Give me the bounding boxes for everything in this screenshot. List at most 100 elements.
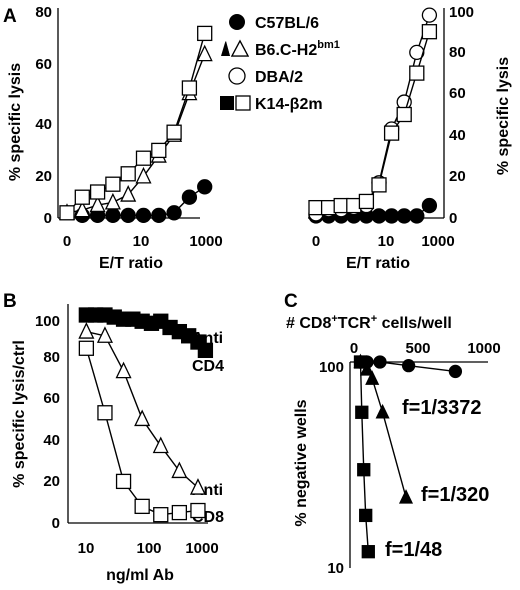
panel-c-x-label: # CD8+TCR+ cells/well	[286, 313, 452, 332]
panel-b-x-tick-10: 10	[78, 540, 95, 557]
legend-item-c57bl6: C57BL/6	[229, 14, 319, 32]
b-series-1-point-0	[78, 322, 95, 339]
a-right-series-2-point-0	[308, 199, 324, 216]
legend-label-dba2: DBA/2	[255, 69, 303, 86]
panel-a-right-y-tick-60: 60	[449, 85, 466, 102]
panel-c-x-label-cd8: # CD8	[286, 315, 331, 332]
legend-item-b6c: B6.C-H2bm1	[221, 39, 340, 59]
a-right-series-2-point-1	[320, 199, 337, 216]
a-series-1-point-4	[120, 185, 137, 202]
a-right-series-1-point-9	[421, 7, 438, 23]
b-series-0-point-13	[197, 342, 214, 359]
panel-a-y-tick-20: 20	[35, 168, 52, 185]
a-series-2-point-6	[151, 142, 167, 159]
panel-a-right-x-tick-0: 0	[312, 233, 320, 250]
c-series-1-point-1	[359, 361, 375, 376]
b-series-1-point-4	[152, 436, 169, 454]
legend-item-k14: K14-β2m	[220, 95, 323, 113]
a-series-0-point-8	[197, 179, 213, 195]
panel-a-right-y-tick-0: 0	[449, 210, 457, 227]
panel-a-right-y-label: % specific lysis	[495, 57, 512, 175]
panel-b-y-tick-20: 20	[43, 473, 60, 490]
panel-label-b: B	[3, 291, 17, 312]
c-series-1-point-3	[375, 403, 390, 419]
legend-label-k14: K14-β2m	[255, 96, 323, 113]
a-right-series-2-point-5	[371, 177, 387, 193]
legend-marker-dba2	[228, 67, 246, 85]
legend-item-dba2: DBA/2	[228, 67, 303, 86]
a-right-series-2-point-2	[333, 197, 349, 214]
panel-c-x-label-tcr: TCR	[338, 315, 371, 332]
a-series-2-point-1	[74, 189, 90, 205]
a-right-series-2-point-3	[346, 197, 362, 214]
c-series-0-point-4	[448, 364, 463, 379]
b-series-2-point-3	[134, 498, 150, 515]
panel-a-x-tick-1000: 1000	[189, 233, 222, 250]
legend-label-c57bl6: C57BL/6	[255, 15, 319, 32]
panel-c-x-label-sup1: +	[331, 313, 337, 325]
a-series-1-point-9	[196, 44, 213, 62]
panel-b-x-label: ng/ml Ab	[106, 567, 174, 584]
a-right-series-2-point-4	[358, 193, 375, 210]
panel-a-right-x-ticks: 0 10 1000	[312, 233, 455, 250]
a-series-1-point-2	[89, 195, 106, 213]
legend-marker-c57bl6	[229, 14, 245, 30]
panel-a-x-tick-0: 0	[63, 233, 71, 250]
c-series-2-point-0	[353, 355, 368, 369]
panel-a-right-y-tick-80: 80	[449, 44, 466, 61]
panel-c-f-48: f=1/48	[385, 539, 442, 561]
panel-a-right-x-tick-1000: 1000	[421, 233, 454, 250]
b-series-2-point-2	[115, 473, 132, 490]
a-right-series-2-point-8	[409, 65, 425, 81]
b-series-2-point-1	[97, 405, 113, 421]
a-right-series-2-point-6	[383, 125, 400, 141]
panel-a-plot	[58, 25, 213, 224]
a-right-series-0-point-8	[409, 208, 425, 224]
panel-b-axes	[67, 304, 208, 524]
c-series-0-point-2	[373, 355, 387, 369]
panel-c-f-320: f=1/320	[421, 484, 489, 506]
c-series-0-point-3	[401, 359, 416, 373]
panel-a-right-y-ticks: 0 20 40 60 80 100	[449, 4, 474, 227]
panel-a-y-tick-0: 0	[44, 210, 52, 227]
panel-a-right-y-tick-100: 100	[449, 4, 474, 21]
b-series-2-point-5	[171, 504, 188, 521]
panel-a-y-tick-80: 80	[35, 4, 52, 21]
c-series-2-point-3	[359, 508, 373, 523]
panel-c-x-ticks: 0 500 1000	[350, 340, 501, 357]
panel-a-x-ticks: 0 10 1000	[63, 233, 223, 250]
legend-marker-k14-filled	[220, 96, 234, 110]
panel-b-x-tick-1000: 1000	[185, 540, 218, 557]
b-series-2-line	[85, 348, 199, 516]
panel-b-y-tick-40: 40	[43, 432, 60, 449]
a-series-2-point-9	[197, 25, 213, 42]
panel-c-x-label-suffix: cells/well	[377, 315, 452, 332]
a-series-0-point-2	[105, 207, 121, 224]
a-series-1-point-3	[104, 192, 121, 210]
a-series-0-point-7	[181, 189, 198, 205]
panel-b-y-label: % specific lysis/ctrl	[11, 340, 28, 488]
panel-a-right-y-tick-20: 20	[449, 168, 466, 185]
panel-c-axes	[349, 361, 488, 568]
a-right-series-0-point-9	[421, 197, 438, 214]
panel-c-y-label: % negative wells	[293, 399, 310, 526]
panel-c-plot	[353, 353, 463, 559]
b-series-1-point-2	[115, 361, 132, 379]
panel-b-y-ticks: 0 20 40 60 80 100	[35, 313, 60, 532]
a-series-0-point-4	[135, 207, 152, 224]
a-series-2-point-8	[181, 80, 198, 96]
panel-c-x-tick-1000: 1000	[467, 340, 500, 357]
panel-b-y-tick-60: 60	[43, 390, 60, 407]
a-right-series-0-point-5	[371, 208, 387, 224]
panel-a-y-tick-60: 60	[35, 56, 52, 73]
legend-marker-k14-open	[235, 95, 251, 111]
b-series-2-point-4	[153, 507, 169, 523]
panel-a-x-label: E/T ratio	[99, 255, 163, 272]
panel-c-x-tick-500: 500	[405, 340, 430, 357]
b-series-2-point-0	[78, 340, 95, 356]
a-right-series-2-point-9	[421, 24, 438, 40]
c-series-1-point-2	[365, 370, 380, 385]
a-series-2-point-0	[59, 205, 75, 221]
a-series-2-point-4	[120, 166, 136, 182]
